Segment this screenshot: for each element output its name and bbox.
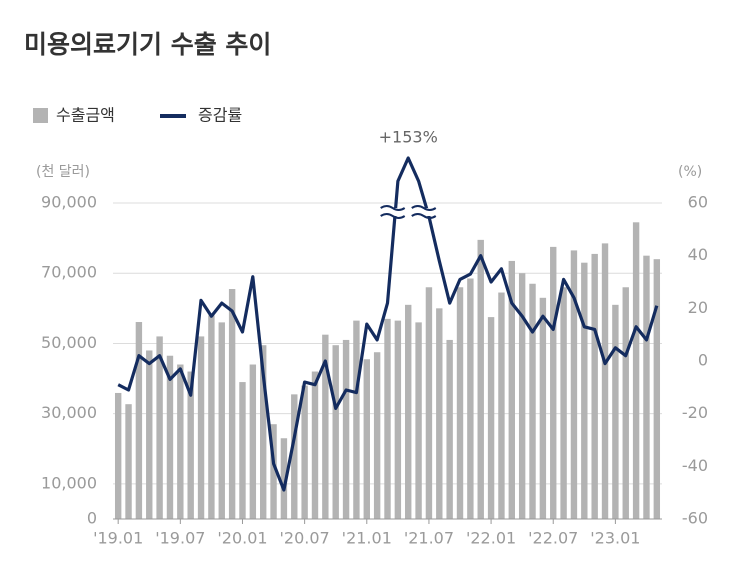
bar [467, 278, 474, 519]
bar [197, 336, 205, 519]
bar [601, 243, 609, 519]
bar [342, 339, 350, 519]
bar [550, 246, 557, 519]
bar [394, 320, 402, 519]
x-tick-label: '20.07 [280, 529, 330, 548]
legend-label: 수출금액 [56, 106, 115, 125]
bar [259, 345, 267, 519]
bar [146, 350, 153, 519]
x-tick-label: '20.01 [217, 529, 267, 548]
bar [405, 304, 412, 519]
bar [125, 404, 132, 519]
y2-axis-unit: (%) [678, 164, 702, 180]
bar [301, 385, 308, 519]
y-tick-label: 50,000 [41, 333, 97, 352]
y-tick-label: 30,000 [41, 403, 97, 422]
x-tick-label: '19.01 [93, 529, 143, 548]
bar [487, 317, 495, 519]
y2-tick-label: 60 [688, 193, 708, 212]
y2-tick-label: 0 [698, 351, 708, 370]
bar [518, 273, 526, 519]
axis-break [380, 205, 406, 211]
bar [270, 424, 277, 519]
bar [280, 438, 288, 519]
bar [581, 262, 588, 519]
bar [456, 287, 464, 519]
bar [373, 352, 381, 519]
bar [570, 250, 578, 519]
bar [622, 287, 629, 519]
bar [591, 253, 598, 519]
bar [539, 297, 547, 519]
y2-tick-label: 40 [688, 245, 708, 264]
bar [529, 283, 536, 519]
line [117, 156, 659, 492]
y-tick-label: 0 [87, 509, 97, 528]
legend-swatch-bar [33, 108, 48, 123]
bar [218, 322, 225, 519]
axis-break-gap [411, 208, 436, 216]
bar [166, 355, 174, 519]
chart-title: 미용의료기기 수출 추이 [24, 30, 271, 59]
bar [353, 320, 360, 519]
y2-tick-label: -60 [682, 509, 708, 528]
bar [177, 364, 184, 519]
x-tick-label: '21.07 [404, 529, 454, 548]
bar [291, 394, 298, 519]
bar [311, 371, 319, 519]
bar [249, 364, 257, 519]
bar [239, 382, 246, 519]
y2-tick-label: -20 [682, 403, 708, 422]
bar [156, 336, 163, 519]
axis-break [380, 213, 406, 219]
x-tick-label: '19.07 [155, 529, 205, 548]
x-tick-label: '23.01 [590, 529, 640, 548]
bar [322, 334, 329, 519]
bar [114, 392, 122, 519]
bar [384, 318, 391, 519]
x-tick-label: '22.07 [528, 529, 578, 548]
bar [425, 287, 433, 519]
bar [446, 339, 453, 519]
axis-break-gap [380, 208, 405, 216]
bar [332, 345, 339, 519]
bar [477, 239, 484, 519]
bar [135, 322, 143, 519]
bar [436, 308, 443, 519]
bar [363, 359, 370, 519]
y-axis-unit: (천 달러) [36, 164, 90, 180]
bar [228, 289, 236, 519]
legend-label: 증감률 [198, 106, 242, 125]
y2-tick-label: -40 [682, 456, 708, 475]
axis-break [411, 213, 437, 219]
bar [208, 315, 215, 519]
bar [508, 260, 516, 519]
bar [498, 292, 505, 519]
bar [415, 322, 422, 519]
axis-break [411, 205, 437, 211]
y-tick-label: 10,000 [41, 473, 97, 492]
x-tick-label: '21.01 [342, 529, 392, 548]
y2-tick-label: 20 [688, 298, 708, 317]
bar [632, 222, 640, 520]
y-tick-label: 90,000 [41, 193, 97, 212]
data-label: +153% [379, 128, 438, 147]
x-tick-label: '22.01 [466, 529, 516, 548]
bar [653, 259, 661, 519]
bar [643, 255, 650, 519]
bar [187, 371, 194, 519]
bar [560, 287, 567, 519]
bar [612, 304, 619, 519]
y-tick-label: 70,000 [41, 263, 97, 282]
